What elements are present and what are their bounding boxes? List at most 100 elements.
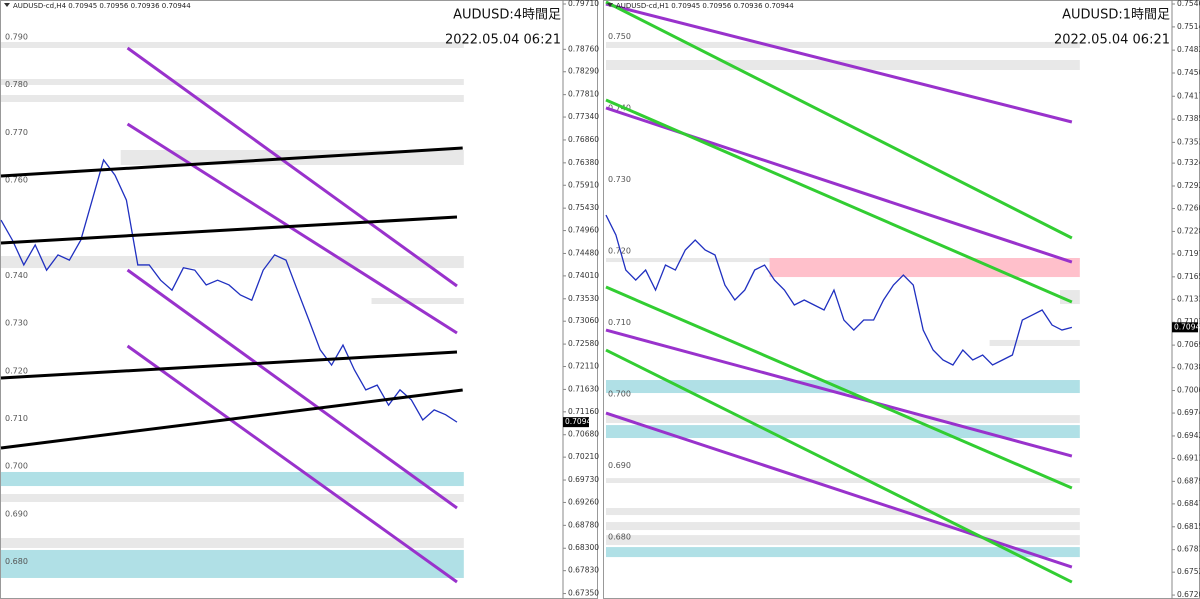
y-tick-label: 0.70380 [1177, 363, 1200, 372]
y-tick-label: 0.73855 [1177, 114, 1200, 123]
price-zone [1, 471, 464, 487]
y-tick-label: 0.67835 [1177, 545, 1200, 554]
y-tick-label: 0.72920 [1177, 181, 1200, 190]
level-label: 0.680 [5, 557, 28, 566]
level-label: 0.710 [5, 414, 28, 423]
y-tick-label: 0.77810 [568, 90, 599, 99]
y-tick-label: 0.74960 [568, 226, 599, 235]
y-tick-label: 0.76860 [568, 135, 599, 144]
y-tick-label: 0.75430 [568, 203, 599, 212]
level-label: 0.720 [608, 246, 631, 255]
chart-title: AUDUSD:4時間足 [453, 8, 561, 23]
y-tick-label: 0.68155 [1177, 522, 1200, 531]
price-zone [605, 508, 1080, 516]
level-label: 0.700 [5, 462, 28, 471]
last-price-label: 0.70944 [1174, 322, 1200, 331]
y-tick-label: 0.71630 [568, 384, 599, 393]
y-tick-label: 0.75910 [568, 180, 599, 189]
chart-subtitle: 2022.05.04 06:21 [445, 33, 561, 48]
trend-line [605, 0, 1073, 240]
price-zone [605, 547, 1080, 558]
level-label: 0.780 [5, 80, 28, 89]
y-tick-label: 0.68475 [1177, 499, 1200, 508]
y-tick-label: 0.74480 [568, 248, 599, 257]
trend-line [605, 2, 1073, 124]
price-zone [605, 478, 1080, 484]
y-tick-label: 0.72605 [1177, 204, 1200, 213]
y-tick-label: 0.71970 [1177, 249, 1200, 258]
y-tick-label: 0.72110 [568, 362, 599, 371]
level-label: 0.730 [5, 319, 28, 328]
trend-line [126, 268, 458, 510]
y-tick-label: 0.71650 [1177, 272, 1200, 281]
y-tick-label: 0.69745 [1177, 408, 1200, 417]
price-zone [989, 339, 1080, 346]
level-label: 0.710 [608, 318, 631, 327]
level-label: 0.690 [5, 509, 28, 518]
y-tick-label: 0.78760 [568, 44, 599, 53]
y-tick-label: 0.67520 [1177, 567, 1200, 576]
y-tick-label: 0.74500 [1177, 68, 1200, 77]
header-arrow [4, 3, 10, 7]
y-tick-label: 0.69110 [1177, 453, 1200, 462]
level-label: 0.790 [5, 32, 28, 41]
chart-subtitle: 2022.05.04 06:21 [1054, 33, 1170, 48]
y-tick-label: 0.69425 [1177, 431, 1200, 440]
price-zone [605, 41, 1080, 48]
level-label: 0.750 [608, 32, 631, 41]
price-zone [769, 258, 1080, 278]
y-tick-label: 0.71335 [1177, 294, 1200, 303]
level-label: 0.700 [608, 389, 631, 398]
y-tick-label: 0.68790 [1177, 476, 1200, 485]
chart-header: AUDUSD-cd,H1 0.70945 0.70956 0.70936 0.7… [616, 2, 794, 10]
level-label: 0.740 [5, 271, 28, 280]
trend-line [0, 146, 463, 178]
y-tick-label: 0.75145 [1177, 22, 1200, 31]
y-tick-label: 0.69260 [568, 497, 599, 506]
y-tick-label: 0.78290 [568, 67, 599, 76]
y-tick-label: 0.70695 [1177, 340, 1200, 349]
price-line [0, 158, 458, 423]
y-tick-label: 0.73530 [1177, 137, 1200, 146]
y-tick-label: 0.68780 [568, 520, 599, 529]
price-zone [1, 549, 464, 578]
y-tick-label: 0.74175 [1177, 91, 1200, 100]
trend-line [605, 411, 1073, 569]
y-tick-label: 0.67350 [568, 589, 599, 598]
price-zone [371, 298, 464, 304]
y-tick-label: 0.77340 [568, 112, 599, 121]
last-price-label: 0.70944 [565, 417, 596, 426]
y-tick-label: 0.67830 [568, 566, 599, 575]
price-zone [605, 380, 1080, 394]
y-tick-label: 0.72285 [1177, 226, 1200, 235]
y-tick-label: 0.71015 [1177, 317, 1200, 326]
last-price-box [1172, 322, 1198, 333]
y-tick-label: 0.70060 [1177, 386, 1200, 395]
level-label: 0.720 [5, 366, 28, 375]
price-zone [1, 78, 464, 85]
y-tick-label: 0.76380 [568, 158, 599, 167]
y-tick-label: 0.70680 [568, 430, 599, 439]
trend-line [126, 122, 458, 335]
y-tick-label: 0.70210 [568, 452, 599, 461]
price-zone [605, 535, 1080, 546]
price-zone [605, 425, 1080, 439]
y-tick-label: 0.69730 [568, 475, 599, 484]
trend-line [0, 388, 463, 450]
price-zone [605, 522, 1080, 531]
chart-header: AUDUSD-cd,H4 0.70945 0.70956 0.70936 0.7… [13, 2, 191, 10]
trend-line [605, 98, 1073, 304]
price-zone [1, 494, 464, 502]
price-line [605, 214, 1073, 366]
level-label: 0.730 [608, 175, 631, 184]
y-tick-label: 0.72580 [568, 339, 599, 348]
price-zone [1, 537, 464, 548]
level-label: 0.760 [5, 175, 28, 184]
y-tick-label: 0.79710 [568, 0, 599, 8]
panel-frame [0, 0, 598, 599]
y-tick-label: 0.68300 [568, 543, 599, 552]
y-tick-label: 0.74820 [1177, 45, 1200, 54]
price-zone [1, 42, 464, 48]
y-tick-label: 0.73060 [568, 316, 599, 325]
